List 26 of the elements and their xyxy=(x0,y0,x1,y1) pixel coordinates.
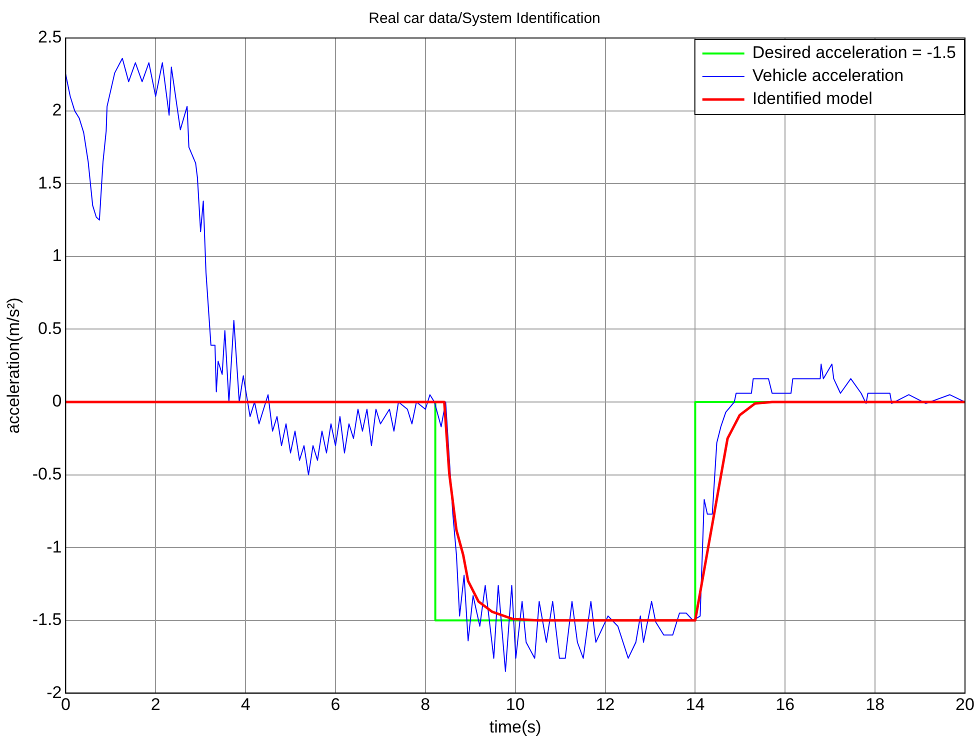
y-tick-label: -1.5 xyxy=(32,610,62,630)
x-tick-label: 16 xyxy=(776,695,795,714)
x-tick-label: 8 xyxy=(420,695,430,714)
legend-label: Identified model xyxy=(752,89,872,108)
y-tick-label: -1 xyxy=(46,537,62,556)
x-tick-label: 4 xyxy=(240,695,250,714)
legend-label: Desired acceleration = -1.5 xyxy=(752,43,956,62)
y-tick-label: 0 xyxy=(52,392,62,411)
x-tick-label: 20 xyxy=(956,695,974,714)
chart-title: Real car data/System Identification xyxy=(368,10,600,28)
x-tick-label: 18 xyxy=(866,695,885,714)
legend-label: Vehicle acceleration xyxy=(752,66,904,86)
x-tick-label: 6 xyxy=(330,695,340,714)
y-tick-label: 0.5 xyxy=(38,318,62,338)
y-tick-label: 1.5 xyxy=(38,173,62,192)
y-axis-title: acceleration(m/s²) xyxy=(4,298,23,434)
x-tick-label: 12 xyxy=(596,695,615,714)
y-tick-label: -0.5 xyxy=(32,464,62,484)
y-tick-label: 2.5 xyxy=(38,28,62,47)
y-tick-label: 1 xyxy=(52,246,62,266)
x-tick-label: 14 xyxy=(686,695,705,714)
x-axis-title: time(s) xyxy=(489,717,542,736)
x-tick-label: 2 xyxy=(150,695,160,714)
y-tick-label: -2 xyxy=(46,682,62,702)
y-tick-label: 2 xyxy=(52,100,62,120)
x-tick-label: 10 xyxy=(506,695,525,714)
